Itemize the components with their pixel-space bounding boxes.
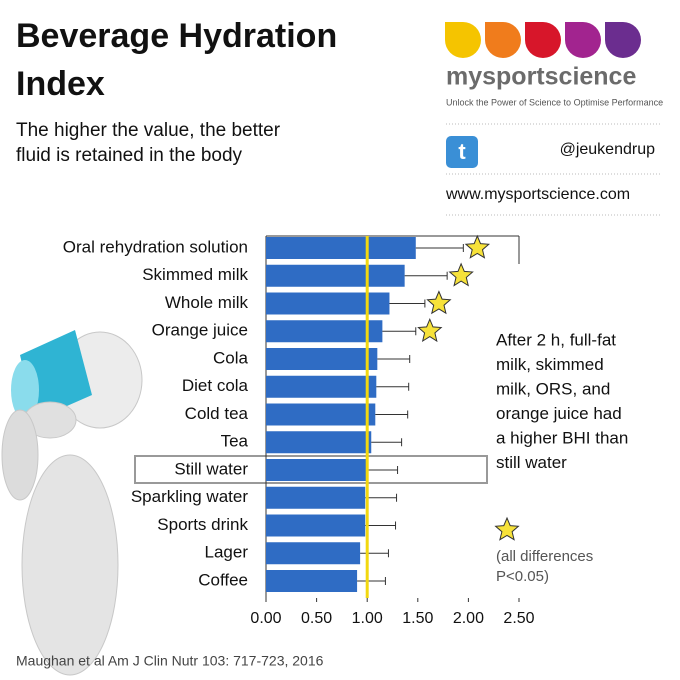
bar xyxy=(266,292,390,315)
x-tick-label: 0.50 xyxy=(301,610,332,627)
bar xyxy=(266,320,383,343)
bar xyxy=(266,375,377,398)
category-label: Still water xyxy=(174,459,248,478)
figure-illustration xyxy=(1,330,143,676)
x-tick-label: 1.50 xyxy=(402,610,433,627)
title: Beverage Hydration xyxy=(16,17,337,55)
bar xyxy=(266,431,372,454)
twitter-handle: @jeukendrup xyxy=(560,141,656,158)
category-label: Cola xyxy=(213,348,249,367)
highlight-box xyxy=(134,455,488,484)
annotation: still water xyxy=(496,453,567,472)
category-label: Skimmed milk xyxy=(142,265,248,284)
legend-star xyxy=(494,516,520,541)
annotation: orange juice had xyxy=(496,404,622,423)
significance-note: (all differences xyxy=(496,548,593,565)
significance-star xyxy=(417,318,443,343)
significance-star xyxy=(464,234,491,259)
category-label: Tea xyxy=(221,432,249,451)
category-label: Diet cola xyxy=(182,376,249,395)
annotation: After 2 h, full-fat xyxy=(496,330,616,349)
x-tick-label: 2.00 xyxy=(453,610,484,627)
bar xyxy=(266,264,405,287)
bar xyxy=(266,514,366,537)
significance-star xyxy=(426,290,452,315)
website: www.mysportscience.com xyxy=(445,186,630,203)
subtitle: The higher the value, the better xyxy=(16,120,281,141)
x-tick-label: 1.00 xyxy=(352,610,383,627)
logo-drops xyxy=(445,22,641,58)
bar xyxy=(266,348,378,370)
bar xyxy=(266,459,368,481)
category-label: Lager xyxy=(205,543,249,562)
significance-star xyxy=(448,262,474,287)
category-label: Orange juice xyxy=(152,321,248,340)
bar xyxy=(266,403,376,426)
category-label: Coffee xyxy=(198,570,248,589)
x-tick-label: 2.50 xyxy=(503,610,534,627)
annotation: a higher BHI than xyxy=(496,428,628,447)
title: Index xyxy=(16,65,105,103)
subtitle: fluid is retained in the body xyxy=(16,145,243,166)
source: Maughan et al Am J Clin Nutr 103: 717-72… xyxy=(16,653,324,669)
annotation: milk, skimmed xyxy=(496,355,604,374)
annotation: milk, ORS, and xyxy=(496,379,610,398)
twitter-icon xyxy=(446,136,478,168)
category-label: Sparkling water xyxy=(131,487,249,506)
bar xyxy=(266,542,361,565)
category-label: Whole milk xyxy=(165,293,249,312)
bar xyxy=(266,486,366,509)
significance-note: P<0.05) xyxy=(496,568,549,585)
tagline: Unlock the Power of Science to Optimise … xyxy=(446,97,663,107)
bar xyxy=(266,570,358,592)
category-label: Oral rehydration solution xyxy=(63,237,248,256)
x-tick-label: 0.00 xyxy=(250,610,281,627)
twitter-glyph: t xyxy=(458,139,466,164)
bar xyxy=(266,237,416,259)
category-label: Sports drink xyxy=(157,515,248,534)
category-label: Cold tea xyxy=(185,404,249,423)
brand: mysportscience xyxy=(446,63,636,91)
